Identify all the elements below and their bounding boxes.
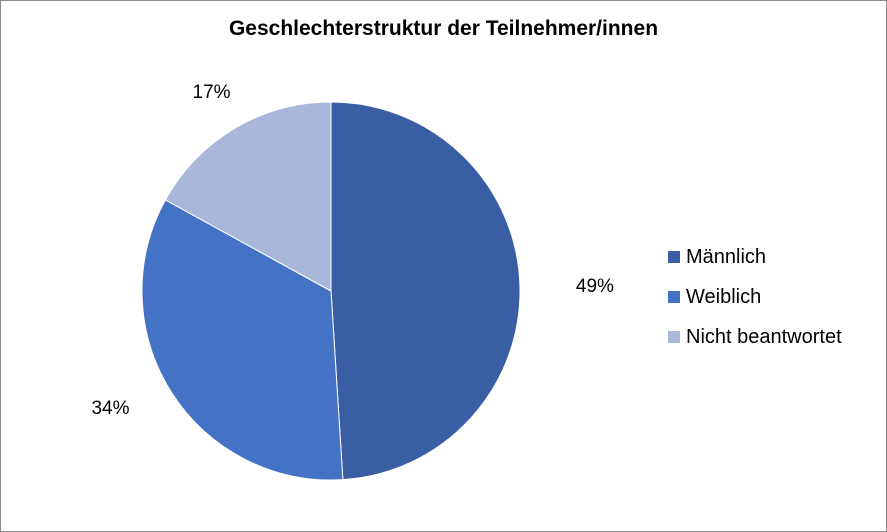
legend-label-nicht-beantwortet: Nicht beantwortet	[686, 325, 842, 348]
legend-swatch-maennlich	[668, 251, 680, 263]
pie-slice-maennlich	[330, 101, 521, 481]
chart-title: Geschlechterstruktur der Teilnehmer/inne…	[228, 17, 659, 40]
data-label-nicht-beantwortet: 17%	[193, 82, 231, 103]
legend-item-weiblich: Weiblich	[668, 277, 842, 317]
data-label-maennlich: 49%	[576, 276, 614, 297]
legend-item-nicht-beantwortet: Nicht beantwortet	[668, 317, 842, 357]
legend-label-maennlich: Männlich	[686, 245, 767, 268]
legend-item-maennlich: Männlich	[668, 237, 842, 277]
data-label-weiblich: 34%	[91, 398, 129, 419]
pie-slices	[141, 101, 521, 481]
pie-data-labels: 49% 34% 17%	[91, 82, 614, 419]
legend-label-weiblich: Weiblich	[686, 285, 762, 308]
legend: Männlich Weiblich Nicht beantwortet	[668, 237, 842, 357]
pie-slice-nicht-beantwortet	[164, 101, 332, 292]
legend-swatch-weiblich	[668, 291, 680, 303]
legend-swatch-nicht-beantwortet	[668, 331, 680, 343]
